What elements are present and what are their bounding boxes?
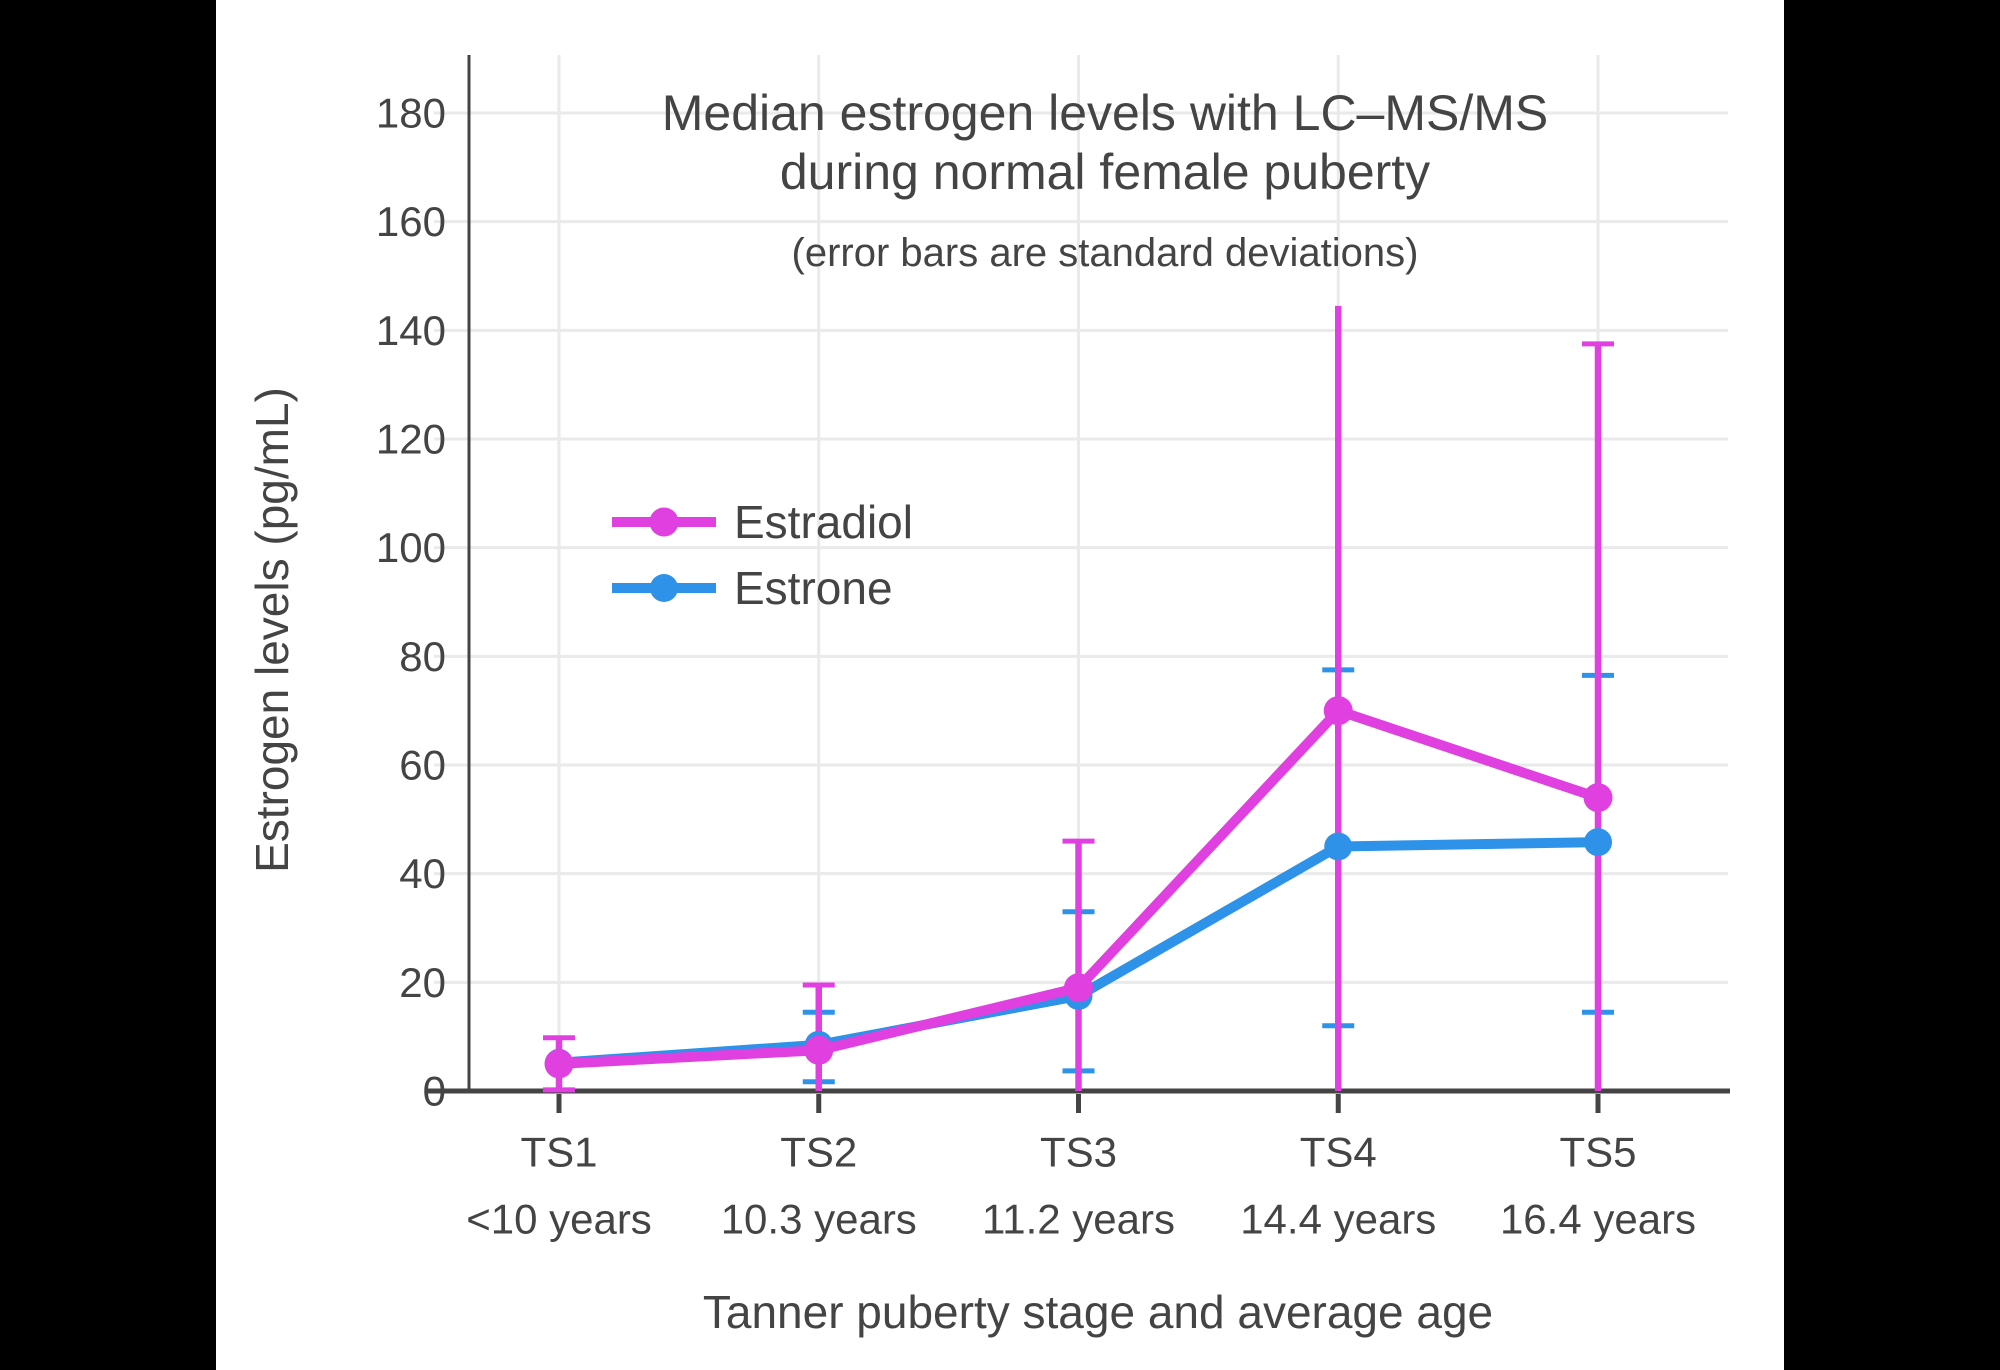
x-tick-age-label-TS3: 11.2 years	[982, 1196, 1175, 1243]
x-tick-age-label-TS1: <10 years	[466, 1196, 652, 1243]
y-tick-label-0: 0	[423, 1068, 446, 1115]
legend-estradiol-label: Estradiol	[734, 496, 913, 548]
estrone-point-TS4	[1324, 832, 1353, 861]
legend: Estradiol Estrone	[612, 496, 913, 614]
x-tick-age-label-TS4: 14.4 years	[1240, 1196, 1436, 1243]
estradiol-point-TS2	[804, 1035, 834, 1065]
chart-title-block: Median estrogen levels with LC–MS/MS dur…	[662, 85, 1549, 275]
x-axis-title: Tanner puberty stage and average age	[703, 1286, 1493, 1338]
estradiol-point-TS4	[1323, 696, 1353, 726]
y-tick-label-60: 60	[399, 742, 446, 789]
legend-estrone-marker	[650, 574, 678, 602]
estradiol-point-TS1	[544, 1049, 574, 1079]
x-tick-label-TS5: TS5	[1559, 1129, 1636, 1176]
y-tick-label-100: 100	[376, 524, 446, 571]
estrone-point-TS5	[1584, 828, 1612, 857]
y-tick-label-160: 160	[376, 198, 446, 245]
y-tick-label-80: 80	[399, 633, 446, 680]
y-tick-label-140: 140	[376, 307, 446, 354]
y-tick-label-120: 120	[376, 416, 446, 463]
x-tick-label-TS3: TS3	[1040, 1129, 1117, 1176]
x-tick-label-TS1: TS1	[520, 1129, 597, 1176]
x-tick-label-TS2: TS2	[780, 1129, 857, 1176]
y-axis-title: Estrogen levels (pg/mL)	[246, 387, 298, 873]
y-tick-label-40: 40	[399, 850, 446, 897]
x-tick-age-label-TS2: 10.3 years	[721, 1196, 917, 1243]
x-tick-age-label-TS5: 16.4 years	[1500, 1196, 1696, 1243]
legend-estradiol-marker	[649, 507, 679, 537]
chart-subtitle: (error bars are standard deviations)	[792, 231, 1419, 275]
figure-panel	[216, 0, 1784, 1370]
estradiol-point-TS3	[1064, 973, 1093, 1003]
legend-estrone-label: Estrone	[734, 562, 893, 614]
x-tick-label-TS4: TS4	[1300, 1129, 1377, 1176]
data-series	[544, 696, 1613, 1079]
tick-labels: 0 20 40 60 80 100 120 140 160 180 TS1 <10 years TS2 1…	[376, 90, 1696, 1243]
y-tick-label-180: 180	[376, 90, 446, 137]
chart-title-line2: during normal female puberty	[780, 144, 1430, 200]
estradiol-point-TS5	[1583, 783, 1613, 813]
chart-title-line1: Median estrogen levels with LC–MS/MS	[662, 85, 1549, 141]
estradiol-series	[544, 696, 1613, 1079]
y-tick-label-20: 20	[399, 959, 446, 1006]
